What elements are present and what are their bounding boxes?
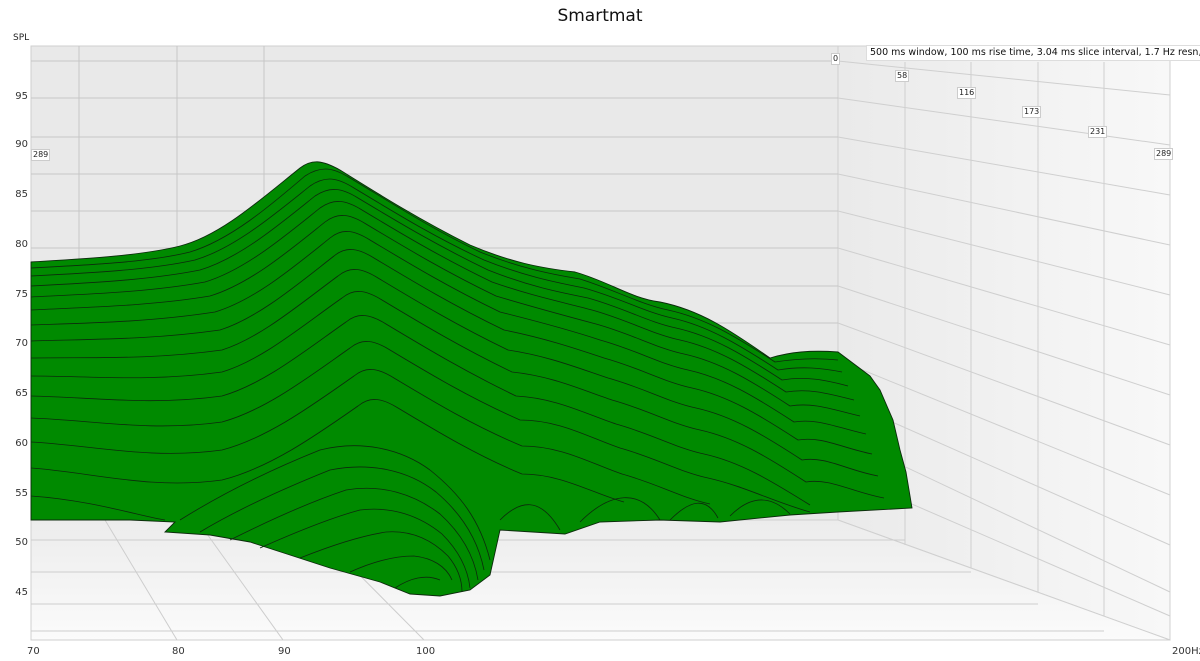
floor-grid <box>31 519 1104 641</box>
y-tick: 75 <box>15 289 28 300</box>
time-tick: 58 <box>895 70 910 82</box>
y-tick: 95 <box>15 91 28 102</box>
time-tick: 116 <box>957 87 977 99</box>
time-tick-left: 289 <box>31 149 51 161</box>
y-tick: 65 <box>15 388 28 399</box>
y-axis-label: SPL <box>13 33 30 43</box>
x-tick: 100 <box>416 646 436 657</box>
x-tick: 90 <box>278 646 291 657</box>
y-tick: 45 <box>15 587 28 598</box>
y-tick: 85 <box>15 189 28 200</box>
x-tick: 200Hz <box>1172 646 1200 657</box>
y-tick: 55 <box>15 488 28 499</box>
chart-title: Smartmat <box>557 6 643 26</box>
x-tick: 70 <box>27 646 40 657</box>
time-tick: 0 <box>831 53 841 65</box>
waterfall-surface <box>30 161 913 597</box>
y-tick: 70 <box>15 338 28 349</box>
x-tick: 80 <box>172 646 185 657</box>
y-tick: 50 <box>15 537 28 548</box>
y-tick: 90 <box>15 139 28 150</box>
y-tick: 60 <box>15 438 28 449</box>
time-tick: 231 <box>1088 126 1108 138</box>
y-tick: 80 <box>15 239 28 250</box>
time-tick: 289 <box>1154 148 1174 160</box>
time-tick: 173 <box>1022 106 1042 118</box>
analysis-info: 500 ms window, 100 ms rise time, 3.04 ms… <box>866 45 1200 61</box>
